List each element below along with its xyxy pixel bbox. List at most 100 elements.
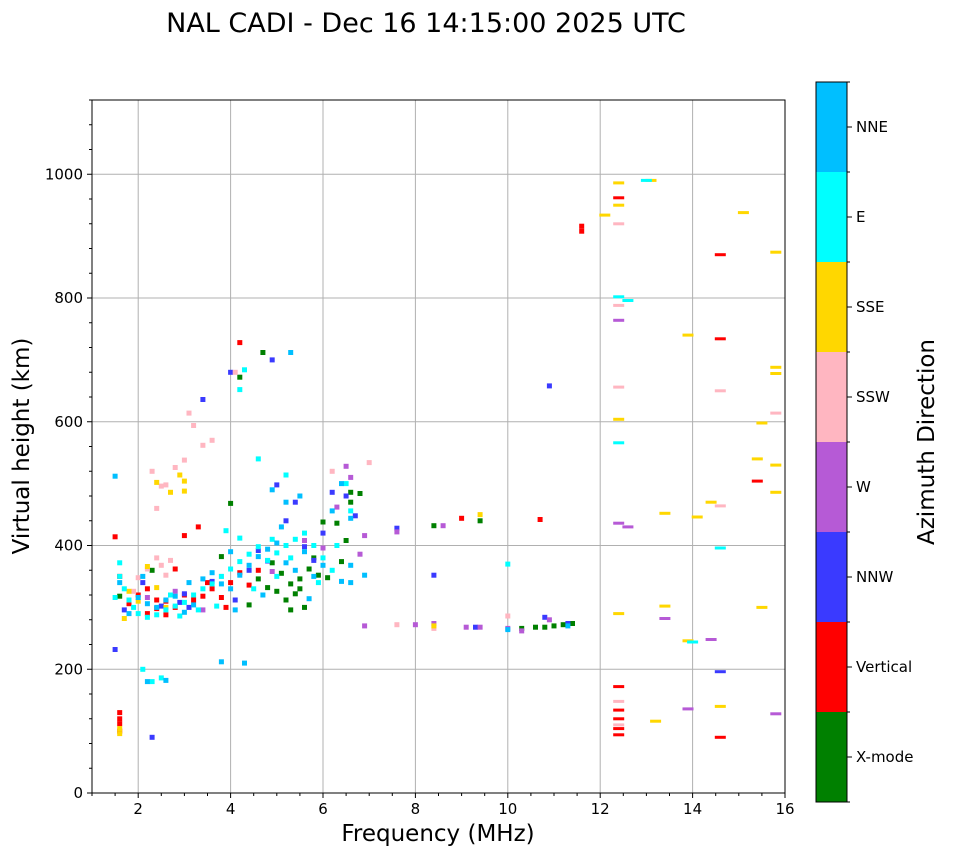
data-point (477, 518, 483, 524)
data-point (154, 612, 160, 618)
data-point (394, 525, 400, 531)
data-point (613, 181, 625, 185)
data-point (228, 586, 234, 592)
data-point (302, 604, 307, 610)
colorbar-labels: X-mode Vertical NNW W SSW SSE E NNE (847, 81, 913, 803)
data-point (163, 677, 169, 683)
data-point (292, 499, 298, 505)
y-tick-label: 0 (73, 784, 83, 802)
data-point (144, 679, 150, 685)
data-point (195, 524, 201, 530)
data-point (613, 385, 625, 389)
data-point (348, 499, 354, 505)
data-point (144, 614, 150, 620)
data-point (232, 607, 238, 613)
data-point (691, 515, 703, 519)
data-point (200, 576, 206, 582)
y-tick-label: 800 (54, 289, 83, 307)
y-axis-label: Virtual height (km) (9, 338, 35, 555)
data-point (613, 222, 625, 226)
colorbar-label: X-mode (856, 748, 913, 766)
data-point (292, 567, 298, 573)
data-point (209, 570, 215, 576)
data-point (144, 564, 150, 569)
data-point (542, 614, 548, 620)
data-point (131, 588, 137, 594)
colorbar-label: SSW (856, 388, 890, 406)
data-point (158, 675, 164, 681)
data-point (288, 607, 294, 613)
data-point (181, 591, 187, 597)
data-point (770, 365, 782, 369)
data-point (737, 211, 749, 215)
x-tick-label: 4 (226, 800, 236, 818)
data-point (329, 567, 335, 573)
data-point (117, 721, 123, 727)
data-point (334, 504, 340, 510)
data-point (288, 581, 294, 587)
data-point (348, 515, 354, 521)
data-point (687, 640, 699, 644)
data-point (168, 489, 173, 495)
colorbar-label: NNE (856, 118, 888, 136)
data-point (163, 597, 169, 603)
data-point (533, 624, 538, 630)
data-point (770, 490, 782, 494)
data-point (613, 318, 625, 322)
data-point (177, 613, 183, 619)
x-tick-label: 16 (775, 800, 794, 818)
data-point (144, 611, 150, 617)
data-point (131, 604, 137, 610)
data-point (560, 622, 566, 628)
data-point (140, 666, 146, 672)
data-point (237, 572, 243, 578)
data-point (158, 562, 164, 568)
data-point (283, 518, 289, 524)
data-point (242, 660, 247, 666)
data-point (714, 337, 726, 341)
colorbar-segment (816, 622, 847, 712)
data-point (339, 481, 344, 487)
data-point (255, 544, 261, 550)
data-point (770, 250, 782, 254)
data-point (473, 624, 478, 630)
data-point (315, 580, 321, 586)
data-point (158, 483, 164, 489)
data-point (228, 500, 234, 506)
x-tick-label: 8 (411, 800, 421, 818)
data-points (112, 178, 782, 740)
data-point (126, 601, 132, 607)
data-point (343, 463, 349, 469)
data-point (218, 581, 224, 587)
data-point (135, 611, 141, 617)
data-point (163, 607, 169, 613)
data-point (218, 554, 224, 560)
colorbar-title: Azimuth Direction (914, 339, 940, 545)
data-point (440, 523, 446, 529)
data-point (297, 576, 303, 582)
data-point (306, 566, 312, 572)
data-point (117, 710, 123, 716)
data-point (246, 602, 252, 608)
colorbar-label: Vertical (856, 658, 912, 676)
data-point (659, 511, 671, 515)
data-point (126, 597, 132, 603)
data-point (599, 213, 611, 217)
y-tick-label: 400 (54, 537, 83, 555)
data-point (278, 570, 284, 576)
data-point (311, 557, 317, 563)
data-point (613, 708, 625, 712)
data-point (283, 472, 289, 478)
data-point (112, 595, 118, 600)
data-point (255, 554, 261, 560)
data-point (172, 593, 178, 599)
data-point (246, 551, 252, 557)
data-point (311, 543, 317, 548)
data-point (315, 572, 321, 578)
data-point (112, 473, 118, 479)
y-tick-label: 600 (54, 413, 83, 431)
data-point (306, 596, 312, 602)
colorbar-segment (816, 82, 847, 172)
data-point (546, 383, 552, 389)
data-point (163, 482, 169, 488)
